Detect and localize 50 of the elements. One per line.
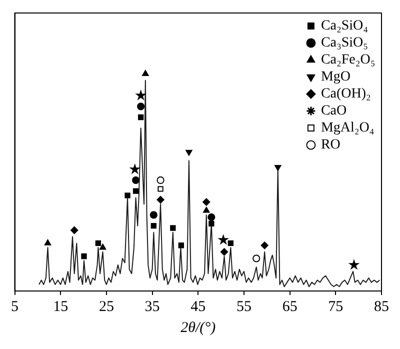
legend-label: Ca(OH)₂ <box>320 86 372 102</box>
point <box>220 248 228 256</box>
legend-label: RO <box>320 138 340 153</box>
x-tick-label: 65 <box>282 298 298 315</box>
point <box>349 260 359 269</box>
point <box>136 90 146 100</box>
legend-label: Ca₃SiO₅ <box>320 36 368 51</box>
x-tick-label: 85 <box>374 298 389 315</box>
x-tick-label: 35 <box>144 298 160 315</box>
x-tick-label: 55 <box>236 298 252 315</box>
point <box>158 186 164 192</box>
point <box>95 240 102 246</box>
point <box>202 198 210 206</box>
x-tick-label: 15 <box>53 298 68 315</box>
point <box>208 220 214 227</box>
point <box>218 235 228 244</box>
point <box>142 70 149 76</box>
point <box>70 226 78 234</box>
point <box>137 102 145 110</box>
x-tick-label: 5 <box>11 298 18 315</box>
point <box>81 253 87 260</box>
point <box>208 213 216 221</box>
point <box>203 206 210 213</box>
point <box>150 211 158 219</box>
point <box>132 176 140 184</box>
point <box>260 242 268 250</box>
point <box>130 164 140 174</box>
point <box>132 188 139 194</box>
point <box>274 165 282 172</box>
legend-label: MgAl₂O₄ <box>320 120 374 136</box>
x-tick-label: 25 <box>98 298 114 315</box>
legend-label: CaO <box>320 104 347 119</box>
legend-label: Ca₂SiO₄ <box>320 18 368 34</box>
point <box>170 225 176 231</box>
x-tick-label: 75 <box>328 298 344 315</box>
x-axis-title: 2θ/(°) <box>180 320 216 336</box>
point <box>156 196 164 204</box>
point <box>252 254 260 262</box>
point <box>150 223 156 229</box>
x-tick-label: 45 <box>190 298 206 315</box>
legend-label: MgO <box>320 70 351 85</box>
point <box>138 114 144 120</box>
point <box>178 242 184 248</box>
point <box>99 244 106 250</box>
point <box>124 192 130 198</box>
point <box>228 240 234 246</box>
point <box>156 176 164 184</box>
point <box>186 150 192 156</box>
point <box>44 239 52 246</box>
legend-label: Ca₂Fe₂O₅ <box>320 52 376 68</box>
